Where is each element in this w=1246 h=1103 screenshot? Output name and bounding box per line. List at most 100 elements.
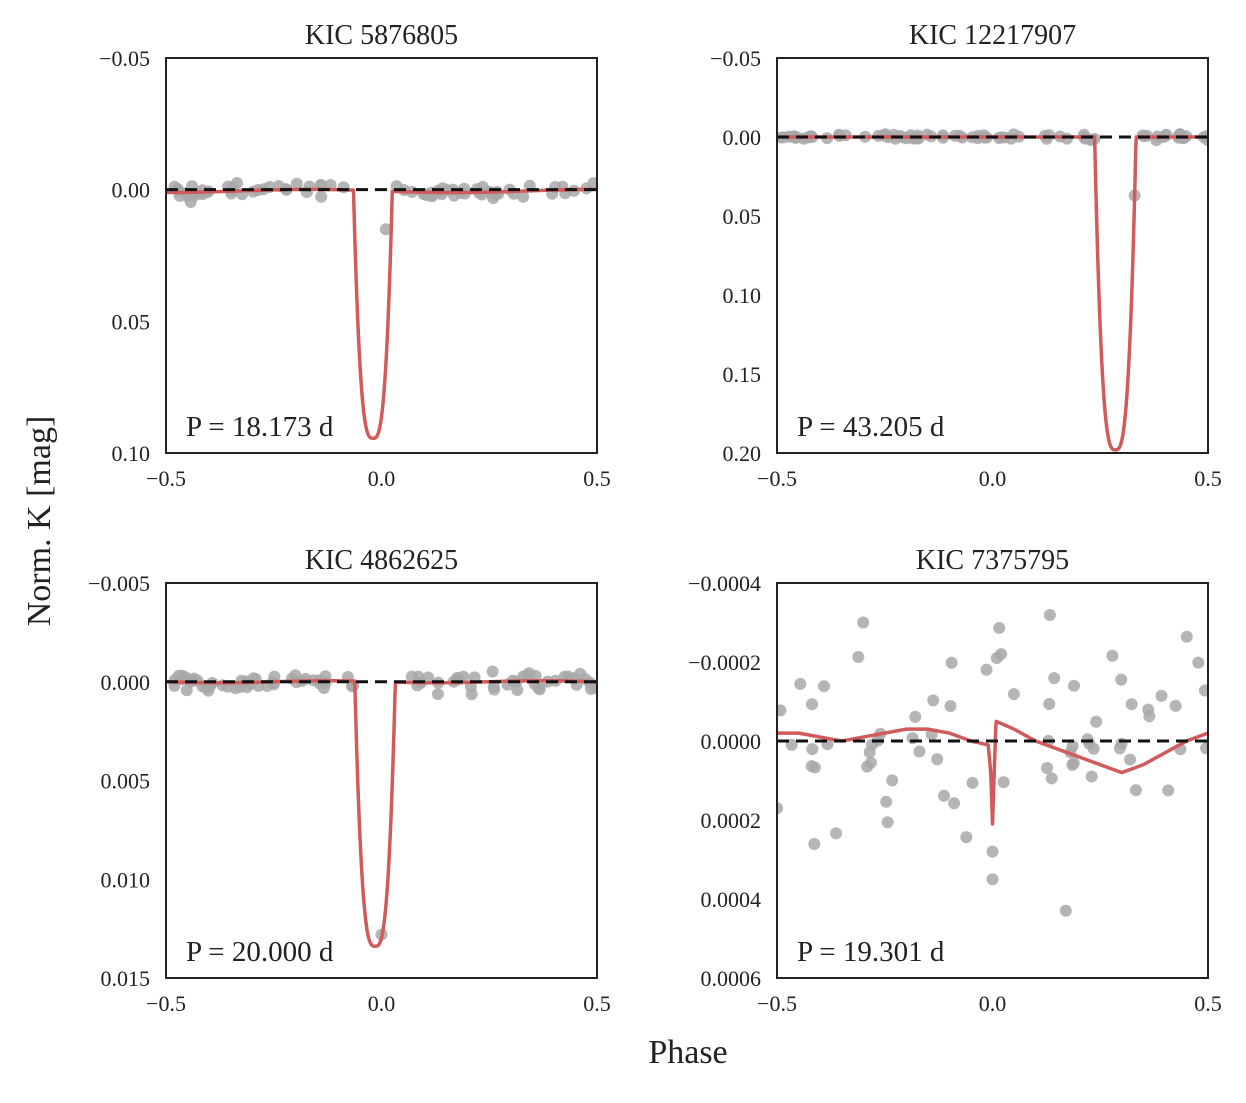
data-point	[948, 797, 961, 810]
y-tick-label: 0.015	[101, 966, 151, 991]
data-point	[1059, 904, 1072, 917]
data-point	[931, 753, 944, 766]
y-tick-label: 0.00	[723, 125, 762, 150]
data-point	[315, 190, 328, 203]
chart-title: KIC 5876805	[305, 20, 458, 51]
x-tick-label: 0.5	[1194, 991, 1222, 1016]
y-tick-label: 0.0004	[701, 887, 762, 912]
x-tick-label: −0.5	[757, 991, 797, 1016]
plot-area	[166, 665, 597, 948]
data-point	[777, 704, 787, 717]
data-point	[966, 776, 979, 789]
data-point	[913, 745, 926, 758]
data-point	[1169, 699, 1182, 712]
data-point	[1143, 710, 1156, 723]
data-point	[1007, 688, 1020, 701]
data-point	[1113, 742, 1126, 755]
data-point	[1045, 772, 1058, 785]
y-tick-label: 0.10	[112, 441, 151, 466]
y-tick-label: 0.00	[112, 178, 151, 203]
y-tick-label: 0.005	[101, 769, 151, 794]
y-tick-label: −0.0004	[688, 571, 761, 596]
data-point	[927, 694, 940, 707]
data-point	[806, 743, 819, 756]
y-tick-label: 0.05	[723, 204, 762, 229]
data-point	[1043, 698, 1056, 710]
data-point	[944, 700, 957, 712]
chart-panel-2: −0.5 0.0 0.5 −0.05 0.00 0.05 0.10 0.15 0.20 KIC 1…	[710, 20, 1222, 491]
data-point	[777, 802, 783, 815]
y-tick-label: 0.000	[101, 670, 151, 695]
y-tick-label: 0.15	[723, 362, 762, 387]
model-curve	[166, 187, 597, 440]
data-point	[881, 816, 894, 829]
axes-frame	[165, 582, 598, 979]
y-tick-label: 0.010	[101, 867, 151, 892]
data-point	[1043, 129, 1055, 142]
data-point	[909, 710, 922, 723]
y-tick-label: 0.0000	[701, 729, 762, 754]
data-point	[1129, 784, 1142, 797]
model-curve	[777, 719, 1208, 826]
data-point	[1041, 762, 1054, 774]
x-tick-label: 0.0	[979, 991, 1007, 1016]
data-point	[1125, 698, 1138, 711]
data-point	[1090, 715, 1103, 728]
data-point	[852, 651, 865, 663]
data-point	[980, 663, 993, 676]
data-point	[1106, 649, 1119, 662]
data-point	[805, 760, 818, 773]
data-point	[986, 873, 999, 886]
data-point	[830, 827, 843, 840]
plot-area	[166, 177, 597, 440]
data-point	[1124, 753, 1137, 766]
data-point	[587, 177, 597, 190]
chart-panel-4: −0.5 0.0 0.5 −0.0004 −0.0002 0.0000 0.0002 0.00…	[688, 545, 1222, 1016]
x-tick-label: −0.5	[757, 466, 797, 491]
data-point	[808, 838, 821, 850]
data-point	[1200, 742, 1208, 755]
data-point	[517, 190, 530, 203]
data-point	[431, 688, 444, 700]
data-point	[574, 667, 587, 680]
period-annotation: P = 20.000 d	[186, 936, 334, 968]
figure-y-label: Norm. K [mag]	[21, 415, 58, 627]
data-point	[379, 223, 392, 236]
period-annotation: P = 19.301 d	[797, 936, 945, 968]
data-point	[1115, 673, 1128, 686]
data-point	[1066, 758, 1079, 771]
x-tick-label: 0.0	[368, 466, 396, 491]
data-point	[818, 680, 830, 693]
data-point	[1085, 770, 1098, 783]
x-tick-label: 0.5	[583, 991, 611, 1016]
data-point	[290, 177, 303, 190]
data-point	[938, 789, 950, 802]
data-point	[1199, 684, 1208, 697]
chart-panel-1: −0.5 0.0 0.5 −0.05 0.00 0.05 0.10 KIC 5876805 P …	[99, 20, 611, 491]
model-curve	[166, 679, 597, 948]
chart-title: KIC 12217907	[909, 20, 1076, 51]
chart-title: KIC 4862625	[305, 545, 458, 576]
x-tick-label: 0.0	[368, 991, 396, 1016]
axes-frame	[776, 582, 1209, 979]
data-point	[1048, 672, 1061, 685]
model-curve	[777, 135, 1208, 452]
axes-frame	[776, 57, 1209, 454]
y-tick-label: −0.0002	[688, 650, 761, 675]
period-annotation: P = 18.173 d	[186, 411, 334, 443]
chart-title: KIC 7375795	[916, 545, 1069, 576]
data-point	[202, 684, 215, 697]
data-point	[457, 670, 470, 683]
data-point	[794, 677, 807, 690]
data-point	[806, 698, 818, 711]
data-point	[1192, 656, 1205, 669]
data-point	[488, 683, 501, 696]
data-point	[1043, 609, 1056, 621]
data-point	[990, 652, 1003, 664]
y-tick-label: 0.10	[723, 283, 762, 308]
data-point	[486, 665, 499, 678]
chart-panel-3: −0.5 0.0 0.5 −0.005 0.000 0.005 0.010 0.015 KIC …	[88, 545, 611, 1016]
y-tick-label: −0.005	[88, 571, 150, 596]
data-point	[960, 831, 973, 844]
y-tick-label: 0.20	[723, 441, 762, 466]
